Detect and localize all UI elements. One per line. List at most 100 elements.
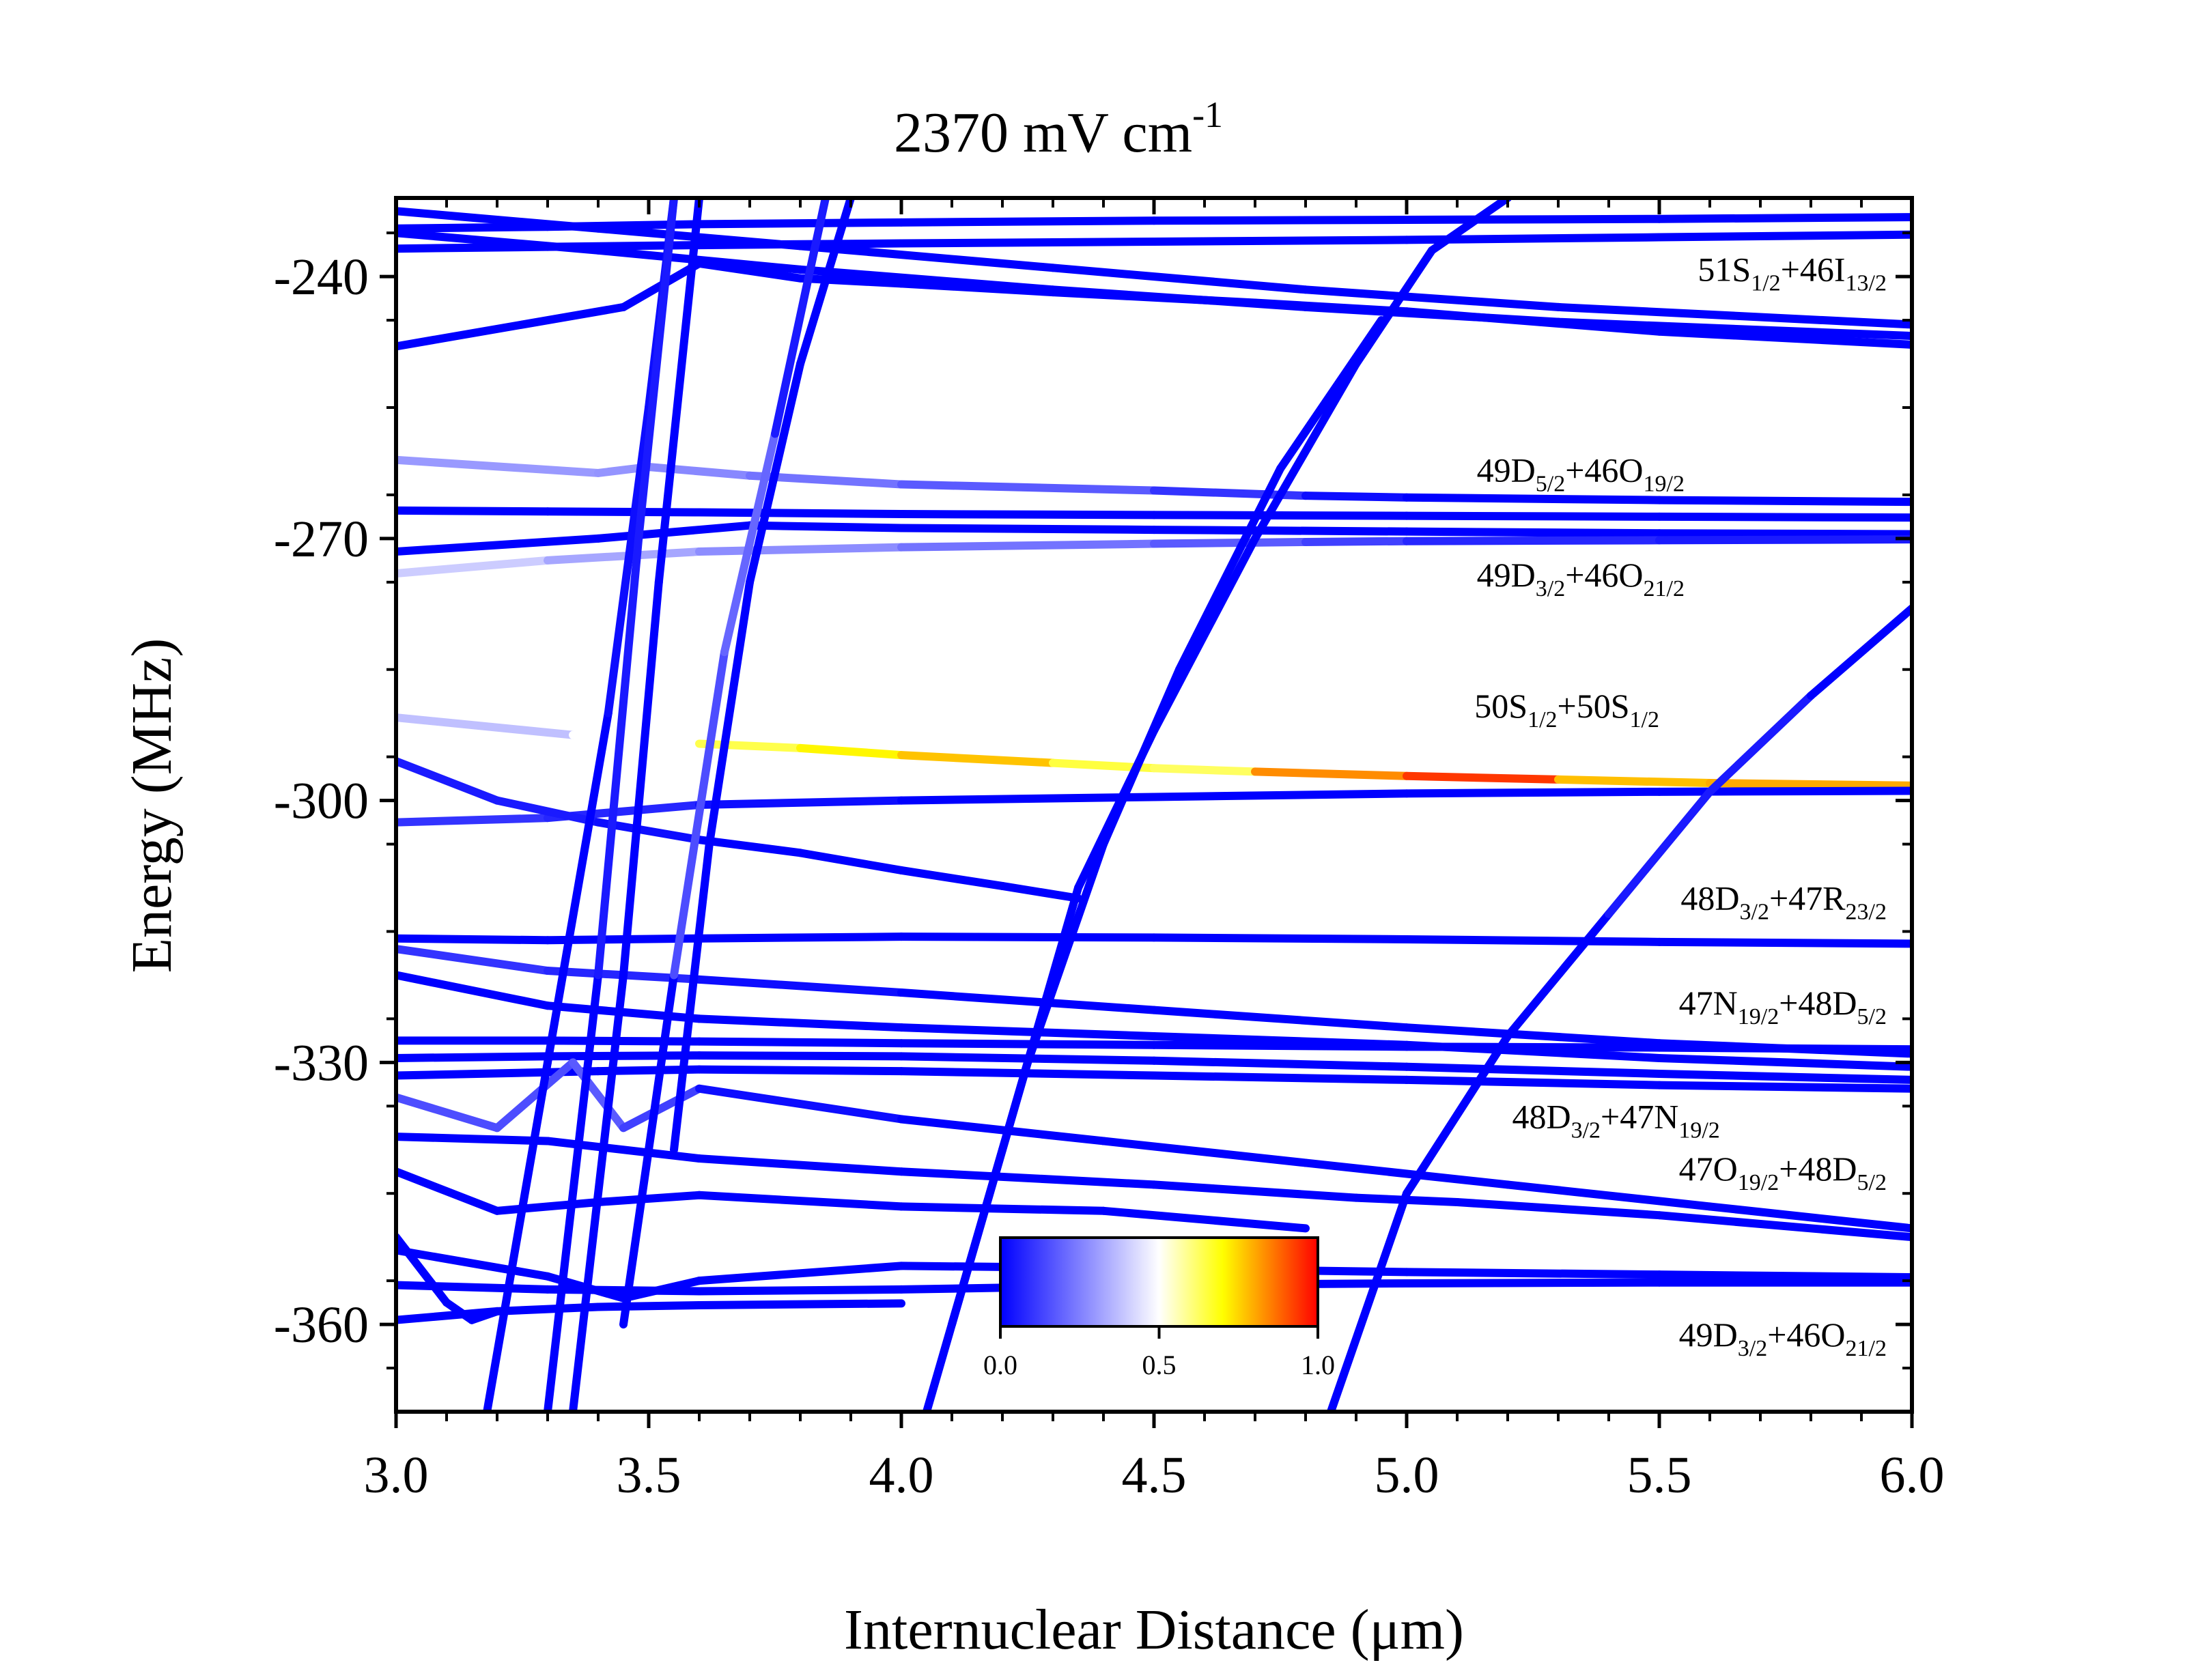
series-segment [1301, 537, 1411, 546]
label-layer: 51S1/2+46I13/249D5/2+46O19/249D3/2+46O21… [1474, 251, 1887, 1362]
series-segment [1327, 1189, 1411, 1412]
series-segment [594, 224, 804, 251]
state-label-subscript: 23/2 [1846, 899, 1887, 924]
series-segment [1403, 536, 1663, 545]
series-segment [897, 524, 1158, 535]
series-segment [1251, 298, 1411, 316]
state-label-text: +50S [1558, 687, 1630, 725]
series-segment [695, 932, 905, 943]
series-level-339 [396, 1133, 1912, 1242]
series-segment [720, 429, 779, 657]
series-segment [1504, 1180, 1714, 1211]
series-segment [569, 730, 703, 748]
series-segment [746, 360, 804, 586]
series-segment [897, 1202, 1108, 1215]
series-segment [1276, 316, 1385, 473]
series-steep-c [569, 198, 703, 1412]
series-segment [493, 1058, 577, 1133]
series-segment [1099, 665, 1183, 849]
series-segment [897, 988, 1158, 1014]
series-segment [1504, 909, 1613, 1040]
series-segment [569, 1058, 628, 1133]
series-segment [1403, 214, 1663, 224]
series-level-265 [396, 455, 1912, 507]
series-layer [396, 198, 1912, 1412]
series-segment [396, 229, 602, 255]
series-segment [396, 814, 552, 827]
state-label: 51S1/2+46I13/2 [1698, 251, 1887, 296]
series-segment [396, 1281, 552, 1294]
state-label: 48D3/2+47N19/2 [1512, 1097, 1719, 1143]
series-segment [1655, 529, 1912, 539]
state-label: 49D3/2+46O21/2 [1477, 556, 1685, 601]
series-segment [948, 1058, 1032, 1329]
series-segment [695, 836, 804, 857]
series-segment [796, 849, 905, 874]
state-label-subscript: 5/2 [1536, 472, 1565, 497]
series-level-336 [396, 1058, 1912, 1233]
series-segment [695, 1065, 905, 1076]
colorbar-tick-label: 0.0 [983, 1350, 1017, 1380]
colorbar-ticks: 0.0 0.5 1.0 [983, 1326, 1335, 1380]
series-segment [1403, 771, 1562, 784]
series-segment [695, 259, 804, 283]
state-label-subscript: 5/2 [1857, 1170, 1887, 1195]
series-segment [396, 207, 602, 233]
series-segment [544, 1036, 703, 1046]
state-label-text: 47O [1679, 1150, 1738, 1188]
series-segment [1099, 1206, 1310, 1233]
x-tick-label: 6.0 [1880, 1447, 1945, 1504]
series-segment [396, 1052, 552, 1062]
series-segment [1301, 1158, 1512, 1189]
series-level-269 [396, 521, 1912, 556]
y-tick-label: -270 [274, 511, 369, 568]
series-segment [695, 508, 905, 519]
y-axis: -240 -270 -300 -330 -360 [274, 231, 1912, 1370]
series-segment [897, 793, 1158, 805]
colorbar: 0.0 0.5 1.0 [983, 1236, 1335, 1380]
series-segment [1655, 496, 1912, 507]
series-segment [1049, 288, 1259, 307]
state-label-subscript: 3/2 [1740, 899, 1769, 924]
series-segment [1655, 1043, 1912, 1054]
series-right-diag [1327, 604, 1912, 1412]
y-tick-label: -330 [274, 1034, 369, 1092]
series-segment [897, 1167, 1158, 1189]
series-segment [442, 1298, 476, 1324]
series-segment [619, 971, 678, 1329]
series-segment [1655, 1053, 1912, 1071]
series-segment [569, 971, 628, 1412]
series-segment [594, 521, 754, 543]
series-segment [1175, 464, 1284, 674]
state-label-text: 48D [1512, 1097, 1571, 1135]
series-segment [695, 1037, 905, 1048]
series-segment [1655, 230, 1912, 242]
x-tick-label: 5.0 [1375, 1447, 1439, 1504]
x-tick-label: 5.5 [1627, 1447, 1692, 1504]
series-segment [796, 743, 905, 760]
series-segment [897, 237, 1158, 248]
series-segment [695, 739, 804, 752]
series-segment [468, 1307, 501, 1324]
series-segment [1706, 1202, 1912, 1233]
series-segment [695, 1051, 905, 1061]
x-axis-title: Internuclear Distance (μm) [844, 1598, 1464, 1662]
series-segment [1301, 285, 1562, 311]
series-segment [594, 1300, 703, 1311]
series-segment [1554, 302, 1912, 329]
series-segment [1655, 213, 1912, 223]
state-label-text: 51S [1698, 251, 1751, 289]
series-segment [396, 1093, 501, 1133]
series-segment [544, 971, 602, 1412]
colorbar-gradient [999, 1236, 1319, 1328]
series-segment [1403, 307, 1663, 336]
state-label-text: +46O [1565, 556, 1643, 594]
series-segment [897, 1115, 1108, 1145]
series-segment [619, 1084, 703, 1133]
x-axis: 3.0 3.5 4.0 4.5 5.0 5.5 6.0 [364, 198, 1945, 1504]
state-label-subscript: 1/2 [1528, 707, 1557, 732]
series-segment [897, 279, 1057, 297]
series-segment [1301, 492, 1411, 502]
series-top-flat-2 [396, 230, 1912, 253]
state-label-subscript: 19/2 [1738, 1004, 1779, 1029]
